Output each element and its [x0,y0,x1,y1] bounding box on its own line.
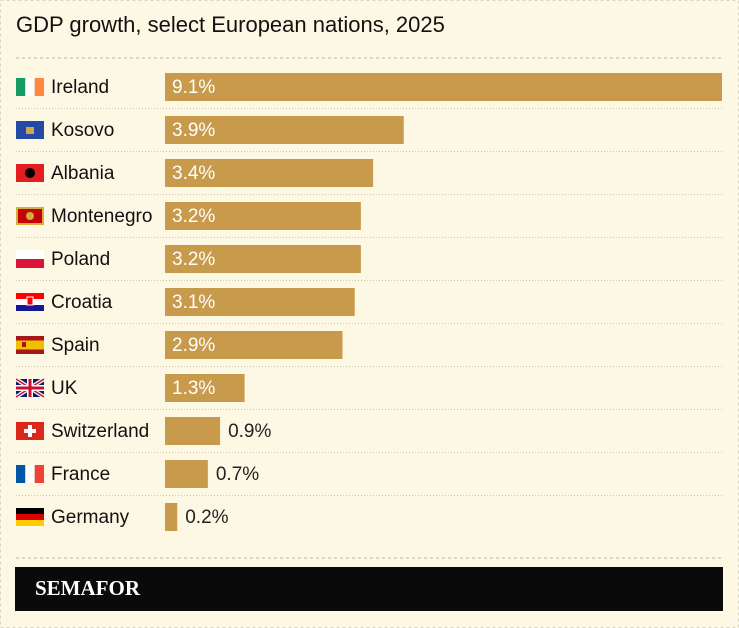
bar [165,116,404,144]
flag-part [16,514,44,520]
category-label: Albania [51,163,115,184]
flag-part [26,296,34,306]
bar [165,73,722,101]
flag [16,336,44,354]
bar [165,159,374,187]
bar [165,288,355,316]
value-label: 9.1% [172,77,215,98]
flag-part [16,259,44,268]
flag-part [26,212,34,220]
flag [16,121,44,139]
flag [14,377,46,399]
bar [165,331,343,359]
value-label: 3.2% [172,249,215,270]
category-label: Switzerland [51,421,149,442]
chart-title: GDP growth, select European nations, 202… [16,12,445,37]
flag-part [22,342,26,347]
flag [16,422,44,440]
logo: SEMAFOR [35,576,141,600]
value-label: 0.2% [185,507,228,528]
value-label: 2.9% [172,335,215,356]
value-label: 3.4% [172,163,215,184]
flag-part [34,78,44,96]
flag [16,164,44,182]
flag-part [25,168,35,178]
flag [16,207,44,225]
flag [16,508,44,526]
flag-part [16,305,44,311]
category-label: UK [51,378,78,399]
flag-part [16,508,44,514]
value-label: 3.1% [172,292,215,313]
bar [165,202,361,230]
flag-part [26,127,34,134]
bar [165,417,221,445]
flag-part [16,379,44,397]
flag-part [24,429,36,433]
flag-part [16,465,26,483]
category-label: France [51,464,110,485]
category-label: Kosovo [51,120,114,141]
category-label: Ireland [51,77,109,98]
category-label: Spain [51,335,100,356]
flag [16,293,44,311]
flag [16,78,44,96]
value-label: 0.7% [216,464,259,485]
footer-bar [15,567,723,611]
flag-part [34,465,44,483]
bar [165,245,361,273]
value-label: 3.2% [172,206,215,227]
bar [165,503,178,531]
value-label: 3.9% [172,120,215,141]
bar [165,460,208,488]
flag-part [16,520,44,526]
flag-part [25,78,35,96]
bar [165,374,245,402]
flag-part [16,293,44,299]
flag [16,250,44,268]
category-label: Montenegro [51,206,152,227]
flag [16,465,44,483]
value-label: 1.3% [172,378,215,399]
flag-part [25,465,35,483]
category-label: Poland [51,249,110,270]
flag-part [16,340,44,350]
flag-part [16,250,44,259]
flag-part [16,78,26,96]
value-label: 0.9% [228,421,271,442]
category-label: Germany [51,507,130,528]
category-label: Croatia [51,292,113,313]
